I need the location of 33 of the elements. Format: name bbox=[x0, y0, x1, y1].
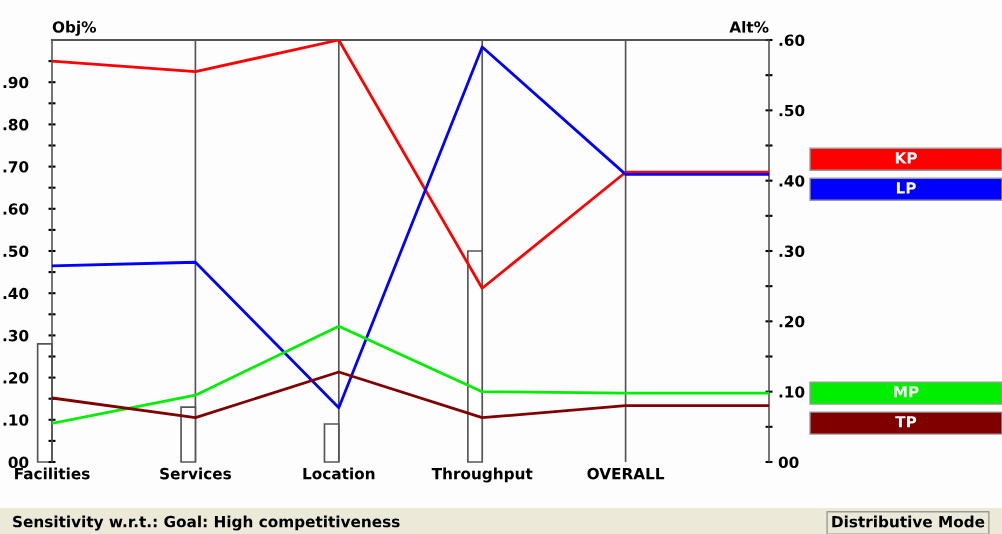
y2-tick-label: .50 bbox=[779, 104, 805, 117]
y-tick-label: .60 bbox=[3, 203, 29, 215]
y2-tick-label: .10 bbox=[779, 386, 805, 398]
y-tick-label: .30 bbox=[3, 329, 29, 342]
line-series bbox=[52, 370, 769, 420]
y2-tick-label: 00 bbox=[778, 456, 799, 469]
line-series bbox=[52, 324, 769, 425]
y2-tick-label: .20 bbox=[779, 315, 805, 328]
text: LP bbox=[896, 182, 916, 194]
y-tick-label: .50 bbox=[3, 245, 29, 258]
x-tick-label: Services bbox=[160, 467, 231, 480]
x-tick-label: Location bbox=[303, 467, 375, 480]
text: Distributive Mode bbox=[832, 515, 985, 528]
y-tick-label: .40 bbox=[3, 287, 29, 300]
y-axis-title: Obj% bbox=[52, 20, 96, 36]
y2-tick-label: .40 bbox=[779, 175, 805, 187]
text: TP bbox=[895, 416, 917, 428]
text: KP bbox=[895, 152, 917, 164]
y-tick-label: .10 bbox=[3, 414, 29, 426]
y2-tick-label: .60 bbox=[779, 34, 805, 47]
x-tick-label: OVERALL bbox=[587, 467, 665, 480]
y-tick-label: .80 bbox=[3, 118, 29, 131]
y2-axis-title: Alt% bbox=[729, 20, 769, 33]
line-series bbox=[52, 45, 769, 410]
y-tick-label: .70 bbox=[3, 161, 29, 173]
x-tick-label: Throughput bbox=[431, 467, 533, 483]
text: MP bbox=[894, 386, 919, 398]
y2-tick-label: .30 bbox=[779, 245, 805, 258]
x-tick-label: Facilities bbox=[15, 467, 90, 480]
y-tick-label: .20 bbox=[3, 372, 29, 384]
text: Sensitivity w.r.t.: Goal: High competitiveness bbox=[13, 515, 400, 531]
y-tick-label: .90 bbox=[3, 76, 29, 89]
y-tick-label: 00 bbox=[8, 456, 29, 469]
